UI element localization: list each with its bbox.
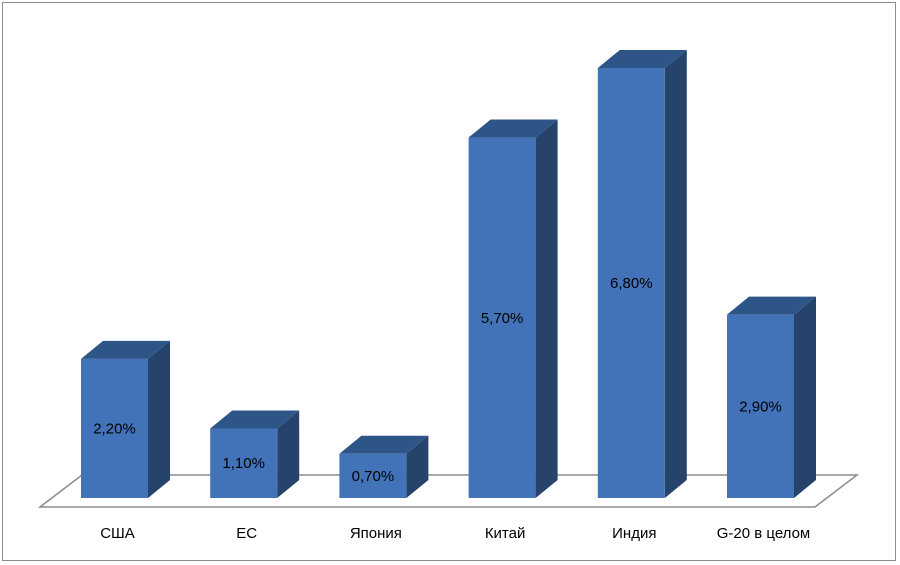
data-label: 5,70% xyxy=(481,310,524,327)
category-axis: США ЕС Япония Китай Индия G-20 в целом xyxy=(100,525,810,542)
bar-top xyxy=(468,119,558,138)
data-label: 0,70% xyxy=(352,468,395,485)
data-label: 1,10% xyxy=(222,455,265,472)
bar-3: 0,70% xyxy=(339,435,429,498)
bar-4: 5,70% xyxy=(468,119,558,498)
bar-side xyxy=(277,410,300,498)
bar-side xyxy=(794,296,816,498)
bar-front xyxy=(597,68,665,498)
bar-6: 2,90% xyxy=(727,296,816,498)
category-label: G-20 в целом xyxy=(717,525,811,542)
bar-front xyxy=(468,137,536,498)
data-label: 2,20% xyxy=(93,420,136,437)
bar-top xyxy=(727,296,816,315)
category-label: ЕС xyxy=(236,525,257,542)
category-label: Япония xyxy=(350,525,402,542)
bar-1: 2,20% xyxy=(81,340,170,498)
bar-side xyxy=(664,50,687,498)
bar-top xyxy=(597,50,687,68)
bar-2: 1,10% xyxy=(210,410,300,498)
bar-front xyxy=(727,314,794,498)
category-label: США xyxy=(100,525,135,542)
bar-5: 6,80% xyxy=(597,50,687,498)
data-label: 6,80% xyxy=(610,275,653,292)
bar-side xyxy=(535,119,558,498)
bar-front xyxy=(210,428,278,498)
bar-top xyxy=(339,435,429,454)
data-label: 2,90% xyxy=(739,398,782,415)
bar-side xyxy=(406,435,429,498)
bar-top xyxy=(210,410,300,429)
bar-top xyxy=(81,340,170,359)
bar-front xyxy=(81,358,148,498)
category-label: Китай xyxy=(485,525,526,542)
bar-side xyxy=(148,340,170,498)
bars: 2,20% 1,10% 0,70% 5,70% 6,80% 2,90% xyxy=(81,50,816,498)
bar-front xyxy=(339,453,407,498)
category-label: Индия xyxy=(612,525,656,542)
